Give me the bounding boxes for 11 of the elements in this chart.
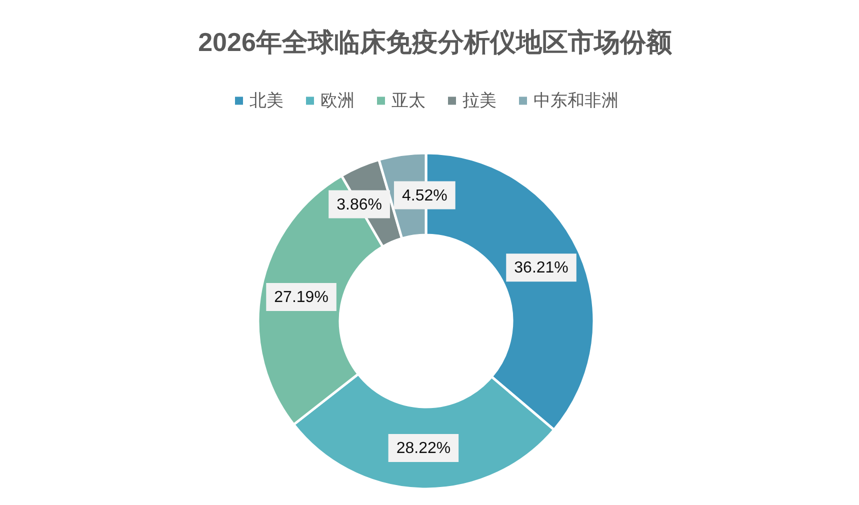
data-label: 36.21% <box>514 260 568 277</box>
legend-label: 中东和非洲 <box>534 90 618 110</box>
data-label: 28.22% <box>396 440 451 457</box>
legend-label: 欧洲 <box>320 90 354 110</box>
legend-label: 亚太 <box>392 90 426 110</box>
legend-label: 拉美 <box>462 90 496 110</box>
legend-label: 北美 <box>250 90 284 110</box>
chart-title: 2026年全球临床免疫分析仪地区市场份额 <box>198 27 673 57</box>
data-label: 4.52% <box>402 187 448 204</box>
data-label: 3.86% <box>336 196 382 214</box>
data-label: 27.19% <box>274 289 328 306</box>
